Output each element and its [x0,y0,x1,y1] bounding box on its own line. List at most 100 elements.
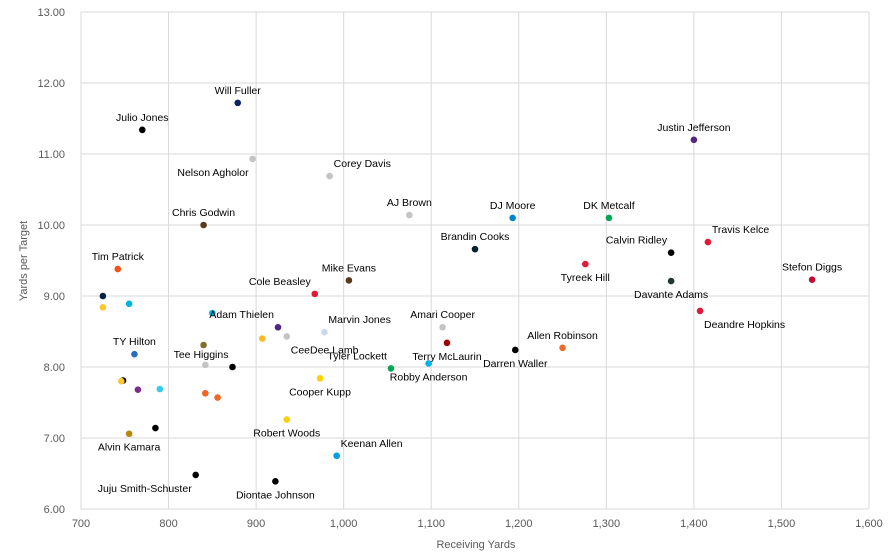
y-tick-label: 9.00 [44,291,65,303]
x-tick-label: 1,400 [680,518,708,530]
data-point [511,346,519,354]
point-label: Tyreek Hill [561,272,610,284]
data-point [667,249,675,256]
data-point [808,276,816,283]
x-tick-label: 1,200 [505,518,533,530]
data-point [131,350,138,358]
data-point [125,300,133,308]
x-axis-title: Receiving Yards [436,539,516,551]
y-tick-label: 10.00 [37,220,65,232]
point-label: Nelson Agholor [177,167,249,179]
data-point [509,214,516,222]
data-point [200,221,207,229]
x-tick-label: 1,100 [417,518,445,530]
point-label: Diontae Johnson [236,489,315,501]
data-point [202,361,209,369]
data-point [202,389,209,397]
point-label: Terry McLaurin [412,351,482,363]
data-point [249,155,256,163]
point-label: Juju Smith-Schuster [98,483,192,495]
data-point [192,471,199,479]
point-label: Robert Woods [253,428,320,440]
data-point [214,394,221,401]
y-tick-label: 12.00 [37,78,65,90]
data-point [425,360,432,367]
data-point [99,304,107,311]
x-tick-label: 1,600 [855,518,883,530]
x-tick-label: 1,500 [768,518,796,530]
data-point [690,136,698,144]
data-point [582,260,589,268]
x-tick-label: 800 [159,518,177,530]
data-point [258,335,266,342]
x-tick-label: 700 [72,518,90,530]
data-point [559,344,566,352]
data-point [209,309,216,317]
point-label: Adam Thielen [209,309,274,321]
point-label: Tim Patrick [92,251,145,263]
point-label: Tee Higgins [174,349,229,361]
data-point [283,416,291,423]
data-point [134,386,142,394]
point-label: Cole Beasley [249,276,312,288]
point-label: Alvin Kamara [98,442,161,454]
point-label: AJ Brown [387,197,432,209]
y-tick-label: 13.00 [37,7,65,19]
point-label: Chris Godwin [172,207,235,219]
data-point [114,265,122,273]
data-point [439,323,446,331]
x-axis-ticks: 700 800 900 1,000 1,100 1,200 1,300 1,400 1,500 1… [72,518,883,530]
data-point [311,290,319,298]
data-point [316,375,324,382]
x-tick-label: 1,000 [330,518,358,530]
data-point [138,126,146,134]
point-label: Robby Anderson [390,371,468,383]
y-axis-title: Yards per Target [18,221,30,301]
point-label: Corey Davis [334,158,391,170]
y-tick-label: 11.00 [38,149,65,161]
point-label: Will Fuller [215,85,262,97]
data-point [333,452,340,460]
data-point [326,172,333,180]
data-points [99,99,816,485]
point-label: Keenan Allen [341,438,403,450]
data-point [345,277,353,284]
point-label: Amari Cooper [410,309,475,321]
y-tick-label: 8.00 [44,362,65,374]
data-point [443,339,451,347]
data-point [274,323,282,331]
y-axis-ticks: 6.00 7.00 8.00 9.00 10.00 11.00 12.00 13.00 [37,7,65,516]
point-label: Stefon Diggs [782,262,842,274]
data-point [200,341,207,349]
data-point [471,245,479,253]
data-point [696,307,704,315]
y-tick-label: 6.00 [44,504,65,516]
data-point [387,365,395,372]
point-label: Mike Evans [322,262,376,274]
data-point [321,328,328,336]
point-label: Brandin Cooks [441,231,510,243]
data-point [704,238,712,246]
data-point [117,377,125,385]
point-label: Marvin Jones [328,314,390,326]
data-point [605,214,613,222]
y-tick-label: 7.00 [44,433,65,445]
data-point [406,211,413,219]
point-label: Julio Jones [116,112,169,124]
data-point [272,478,279,485]
point-label: DJ Moore [490,200,536,212]
point-label: Calvin Ridley [606,235,668,247]
data-point [667,277,675,285]
point-label: DK Metcalf [583,200,634,212]
x-tick-label: 900 [247,518,265,530]
data-point [234,99,242,107]
data-point [156,385,164,393]
x-tick-label: 1,300 [593,518,621,530]
data-point [152,424,159,432]
point-label: Darren Waller [483,358,548,370]
point-label: Davante Adams [634,289,708,301]
point-label: CeeDee Lamb [291,344,359,356]
data-point [283,333,291,340]
